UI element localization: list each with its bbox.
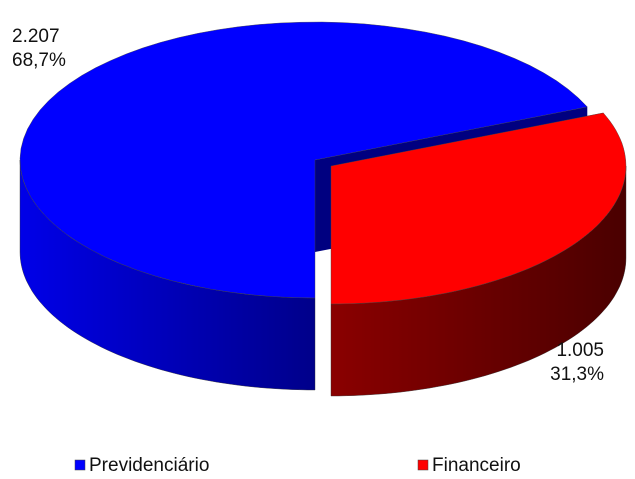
legend-label: Previdenciário: [89, 455, 209, 476]
legend-swatch: [417, 459, 429, 471]
legend-swatch: [74, 459, 86, 471]
percent-label: 31,3%: [550, 364, 604, 385]
slice: [19, 21, 588, 299]
value-label: 1.005: [556, 340, 604, 361]
value-label: 2.207: [12, 26, 60, 47]
percent-label: 68,7%: [12, 50, 66, 71]
slice: [330, 112, 627, 305]
legend-label: Financeiro: [432, 455, 521, 476]
